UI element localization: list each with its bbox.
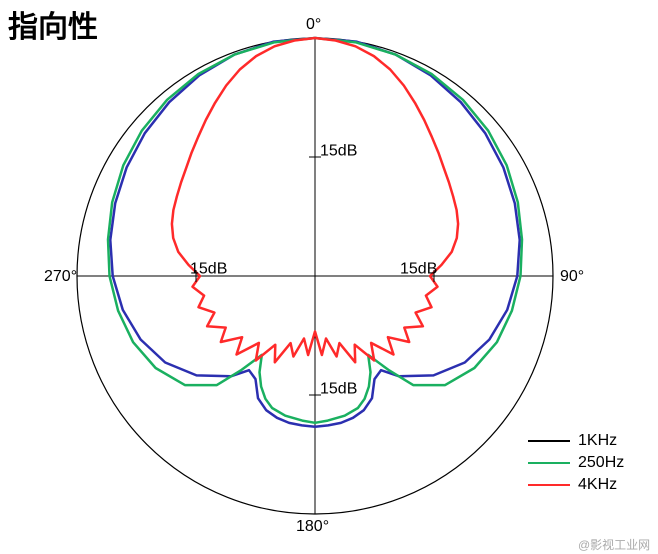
- legend-swatch: [528, 484, 570, 486]
- legend-swatch: [528, 462, 570, 464]
- legend-label: 1KHz: [578, 432, 617, 450]
- legend-label: 4KHz: [578, 476, 617, 494]
- chart-title: 指向性: [8, 2, 98, 46]
- legend: 1KHz 250Hz 4KHz: [528, 432, 624, 498]
- svg-text:15dB: 15dB: [320, 381, 357, 398]
- angle-label-0: 0°: [306, 16, 321, 33]
- radial-tick-2: 15dB: [400, 261, 437, 278]
- polar-chart-container: 指向性 0°90°180°270°15dB15dB15dB15dB 1KHz25…: [0, 0, 658, 554]
- watermark: @影视工业网: [578, 536, 650, 553]
- legend-label: 250Hz: [578, 454, 624, 472]
- angle-label-180: 180°: [296, 518, 329, 535]
- legend-swatch: [528, 440, 570, 442]
- svg-text:15dB: 15dB: [400, 261, 437, 278]
- svg-text:15dB: 15dB: [320, 143, 357, 160]
- radial-tick-3: 15dB: [320, 381, 357, 398]
- legend-item-250Hz: 250Hz: [528, 454, 624, 472]
- angle-label-270: 270°: [44, 268, 77, 285]
- angle-label-90: 90°: [560, 268, 584, 285]
- legend-item-1KHz: 1KHz: [528, 432, 624, 450]
- legend-item-4KHz: 4KHz: [528, 476, 624, 494]
- radial-tick-0: 15dB: [320, 143, 357, 160]
